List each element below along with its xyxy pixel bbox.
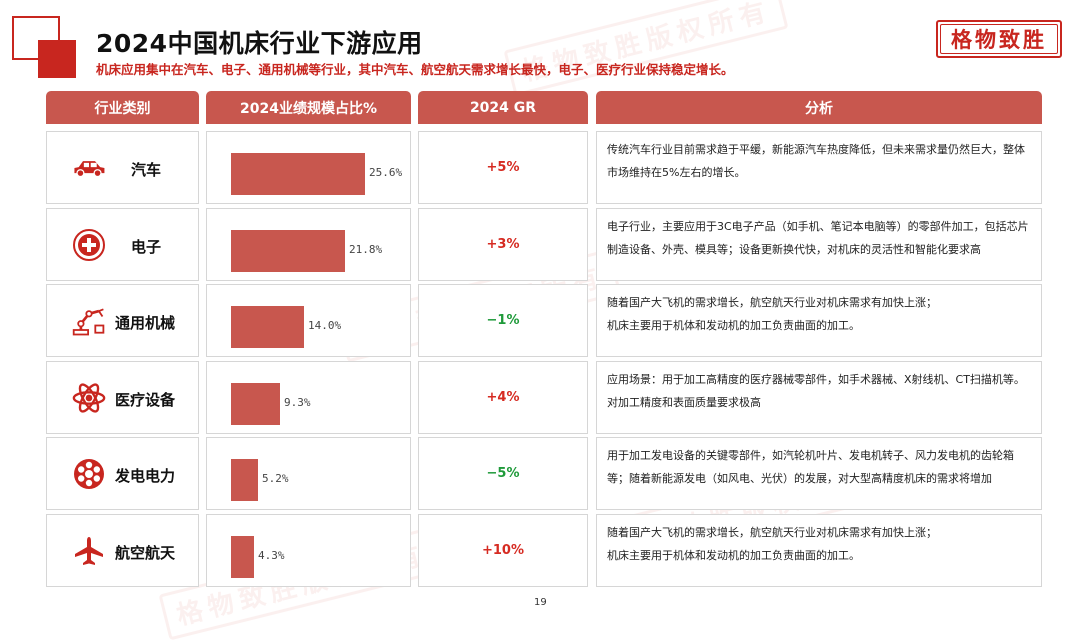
growth-rate-cell: +3%	[418, 208, 588, 281]
category-label: 汽车	[131, 161, 162, 179]
category-cell: 通用机械	[46, 284, 199, 357]
analysis-text: 电子行业，主要应用于3C电子产品（如手机、笔记本电脑等）的零部件加工，包括芯片制…	[607, 220, 1029, 256]
analysis-text: 机床主要用于机体和发动机的加工负责曲面的加工。	[607, 319, 860, 332]
car-icon	[71, 150, 107, 186]
category-label: 电子	[131, 238, 162, 256]
share-bar	[231, 230, 345, 272]
header-growth: 2024 GR	[418, 91, 588, 124]
corner-decoration-outline	[12, 16, 60, 60]
turbine-icon	[71, 456, 107, 492]
share-value-label: 25.6%	[369, 166, 403, 179]
growth-rate-cell: −1%	[418, 284, 588, 357]
share-cell: 25.6%	[206, 131, 411, 204]
category-cell: 航空航天	[46, 514, 199, 587]
category-label: 航空航天	[115, 544, 176, 562]
share-bar	[231, 306, 304, 348]
category-cell: 电子	[46, 208, 199, 281]
page-title: 2024中国机床行业下游应用	[96, 29, 423, 58]
page-subtitle: 机床应用集中在汽车、电子、通用机械等行业，其中汽车、航空航天需求增长最快，电子、…	[96, 62, 734, 77]
share-bar	[231, 459, 258, 501]
analysis-cell: 用于加工发电设备的关键零部件，如汽轮机叶片、发电机转子、风力发电机的齿轮箱等；随…	[596, 437, 1042, 510]
analysis-cell: 应用场景：用于加工高精度的医疗器械零部件，如手术器械、X射线机、CT扫描机等。对…	[596, 361, 1042, 434]
category-label: 发电电力	[115, 467, 176, 485]
share-cell: 14.0%	[206, 284, 411, 357]
growth-rate-cell: +10%	[418, 514, 588, 587]
category-cell: 医疗设备	[46, 361, 199, 434]
analysis-text: 机床主要用于机体和发动机的加工负责曲面的加工。	[607, 549, 860, 562]
analysis-cell: 随着国产大飞机的需求增长，航空航天行业对机床需求有加快上涨； 机床主要用于机体和发…	[596, 514, 1042, 587]
category-cell: 发电电力	[46, 437, 199, 510]
growth-rate-cell: +4%	[418, 361, 588, 434]
share-bar	[231, 536, 254, 578]
header-analysis: 分析	[596, 91, 1042, 124]
analysis-text: 随着国产大飞机的需求增长，航空航天行业对机床需求有加快上涨；	[607, 526, 937, 539]
circle-plus-icon	[71, 227, 107, 263]
page-number: 19	[534, 597, 547, 608]
share-value-label: 4.3%	[258, 549, 285, 562]
analysis-cell: 电子行业，主要应用于3C电子产品（如手机、笔记本电脑等）的零部件加工，包括芯片制…	[596, 208, 1042, 281]
header-share: 2024业绩规模占比%	[206, 91, 411, 124]
watermark: 格物致胜版权所有	[503, 0, 789, 97]
category-label: 通用机械	[115, 314, 176, 332]
category-label: 医疗设备	[115, 391, 176, 409]
atom-icon	[71, 380, 107, 416]
airplane-icon	[71, 533, 107, 569]
growth-rate-cell: −5%	[418, 437, 588, 510]
share-cell: 9.3%	[206, 361, 411, 434]
share-cell: 21.8%	[206, 208, 411, 281]
analysis-text: 应用场景：用于加工高精度的医疗器械零部件，如手术器械、X射线机、CT扫描机等。	[607, 373, 1025, 386]
analysis-text: 对加工精度和表面质量要求极高	[607, 396, 761, 409]
analysis-cell: 随着国产大飞机的需求增长，航空航天行业对机床需求有加快上涨； 机床主要用于机体和发…	[596, 284, 1042, 357]
analysis-text: 随着国产大飞机的需求增长，航空航天行业对机床需求有加快上涨；	[607, 296, 937, 309]
share-cell: 4.3%	[206, 514, 411, 587]
share-bar	[231, 383, 280, 425]
share-bar	[231, 153, 365, 195]
growth-rate-cell: +5%	[418, 131, 588, 204]
corner-decoration-fill	[38, 40, 76, 78]
header-category: 行业类别	[46, 91, 199, 124]
share-value-label: 21.8%	[349, 243, 383, 256]
analysis-cell: 传统汽车行业目前需求趋于平缓，新能源汽车热度降低，但未来需求量仍然巨大，整体市场…	[596, 131, 1042, 204]
share-value-label: 9.3%	[284, 396, 311, 409]
share-value-label: 5.2%	[262, 472, 289, 485]
robot-arm-icon	[71, 303, 107, 339]
analysis-text: 用于加工发电设备的关键零部件，如汽轮机叶片、发电机转子、风力发电机的齿轮箱等；随…	[607, 449, 1014, 485]
brand-logo: 格物致胜	[936, 20, 1062, 58]
share-cell: 5.2%	[206, 437, 411, 510]
analysis-text: 传统汽车行业目前需求趋于平缓，新能源汽车热度降低，但未来需求量仍然巨大，整体市场…	[607, 143, 1025, 179]
share-value-label: 14.0%	[308, 319, 342, 332]
category-cell: 汽车	[46, 131, 199, 204]
